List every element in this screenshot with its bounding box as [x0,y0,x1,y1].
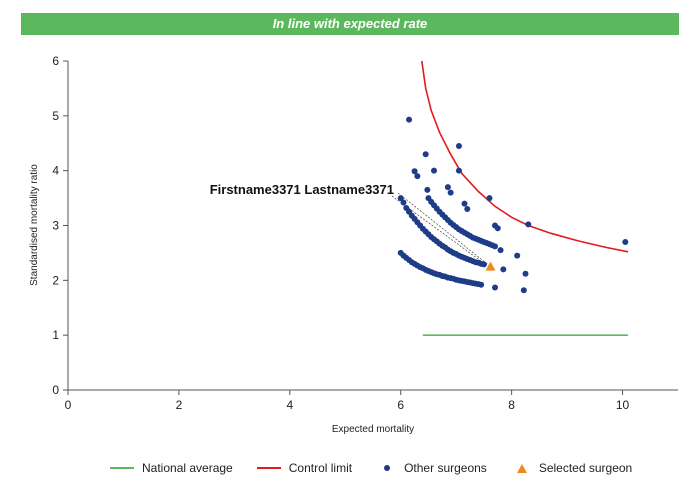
legend-label-selected: Selected surgeon [538,461,633,475]
x-tick-label: 2 [176,398,183,412]
surgeon-point [414,173,421,180]
x-axis-title: Expected mortality [332,424,414,435]
legend-line-red [256,467,281,469]
y-tick-label: 1 [52,328,59,342]
legend-triangle-icon [516,463,527,473]
x-tick-label: 4 [286,398,293,412]
surgeon-point [494,225,501,232]
surgeon-point [411,168,418,175]
surgeon-point [478,281,485,288]
surgeon-point [461,200,468,207]
surgeon-point [492,243,498,250]
surgeon-point [522,270,529,277]
legend-item-others: Other surgeons [376,461,487,475]
surgeon-point [455,167,462,174]
y-tick-label: 6 [52,54,59,68]
x-tick-label: 8 [508,398,515,412]
legend-dot-icon [384,465,391,471]
surgeon-point [406,116,413,123]
legend-line-green [110,467,134,469]
surgeon-point [431,167,437,174]
y-tick-label: 4 [52,164,59,178]
legend-item-selected: Selected surgeon [511,461,632,475]
surgeon-point [400,199,407,206]
surgeon-point [464,206,471,213]
y-axis-title: Standardised mortality ratio [29,164,40,286]
surgeon-point [455,142,462,149]
y-tick-label: 0 [52,383,59,397]
legend-item-control: Control limit [256,461,353,475]
surgeon-point [500,266,507,273]
status-banner: In line with expected rate [21,13,679,35]
legend-label-national: National average [142,461,233,475]
surgeon-point [486,195,493,202]
surgeon-point [480,261,487,268]
surgeon-point [525,221,532,228]
surgeon-point [422,151,429,158]
y-tick-label: 3 [52,219,59,233]
selected-surgeon-point [485,261,496,271]
x-tick-label: 0 [65,398,72,412]
surgeon-point [444,184,451,191]
legend-item-national: National average [110,461,233,475]
x-tick-label: 6 [397,398,404,412]
legend: National average Control limit Other sur… [110,458,632,478]
surgeon-point [397,195,404,202]
callout-leader-line [397,192,491,267]
surgeon-point [497,247,504,254]
chart-marks: Firstname3371 Lastname3371 [210,60,629,336]
y-tick-label: 5 [52,109,59,123]
legend-label-others: Other surgeons [404,461,487,475]
surgeon-point [622,238,629,245]
surgeon-point [424,186,431,193]
callout-leader-line [391,195,489,267]
y-tick-label: 2 [52,273,59,287]
callout-label: Firstname3371 Lastname3371 [210,182,394,197]
legend-label-control: Control limit [288,461,353,475]
x-tick-label: 10 [616,398,630,412]
surgeon-point [520,287,527,294]
surgeon-point [447,189,454,196]
surgeon-point [492,284,498,291]
axes: 0 2 4 6 8 10 0 1 2 3 4 5 6 [52,54,678,412]
surgeon-point [514,252,521,259]
